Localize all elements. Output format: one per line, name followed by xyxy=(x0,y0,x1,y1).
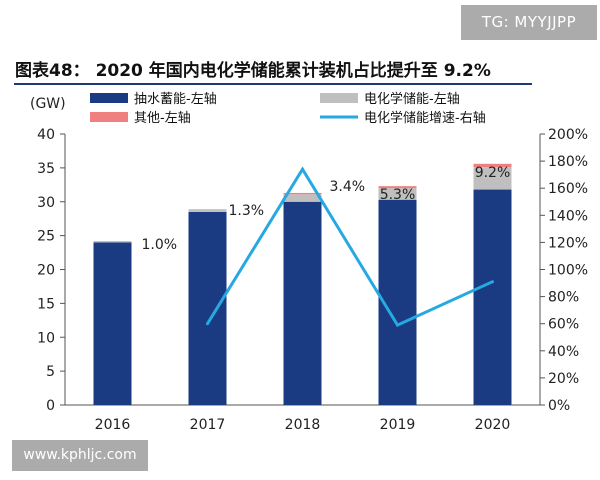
y-tick-label-right: 120% xyxy=(548,235,588,251)
y-tick-label-right: 140% xyxy=(548,208,588,224)
y-tick-label-left: 15 xyxy=(37,296,55,312)
bar-electrochem xyxy=(93,241,132,243)
growth-point xyxy=(206,322,209,326)
share-data-label: 3.4% xyxy=(330,179,366,195)
bar-pumped xyxy=(188,211,227,405)
y-tick-label-left: 20 xyxy=(37,263,55,279)
growth-point xyxy=(396,323,399,327)
watermark-top: TG: MYYJJPP xyxy=(461,5,597,40)
x-tick-label: 2016 xyxy=(95,417,131,433)
share-data-label: 1.3% xyxy=(229,203,265,219)
growth-point xyxy=(491,280,494,284)
y-tick-label-left: 30 xyxy=(37,195,55,211)
x-tick-label: 2017 xyxy=(190,417,226,433)
y-tick-label-right: 80% xyxy=(548,290,579,306)
legend-label-other: 其他-左轴 xyxy=(134,111,191,126)
bar-electrochem xyxy=(378,188,417,200)
y-tick-label-right: 160% xyxy=(548,181,588,197)
y-tick-label-left: 40 xyxy=(37,127,55,143)
y-tick-label-right: 20% xyxy=(548,371,579,387)
y-tick-label-right: 0% xyxy=(548,398,570,414)
bar-electrochem xyxy=(283,194,322,202)
y-tick-label-right: 40% xyxy=(548,344,579,360)
x-tick-label: 2018 xyxy=(285,417,321,433)
legend-label-pumped: 抽水蓄能-左轴 xyxy=(134,92,217,107)
chart-title: 图表48： 2020 年国内电化学储能累计装机占比提升至 9.2% xyxy=(15,61,491,81)
growth-line xyxy=(206,166,494,327)
legend-label-growth: 电化学储能增速-右轴 xyxy=(364,110,486,126)
growth-point xyxy=(301,167,304,171)
y-tick-label-right: 60% xyxy=(548,317,579,333)
y-tick-label-left: 5 xyxy=(46,364,55,380)
bar-other xyxy=(473,163,512,168)
share-data-label: 5.3% xyxy=(380,187,416,203)
bar-pumped xyxy=(473,189,512,405)
bar-other xyxy=(283,192,322,195)
y-tick-label-left: 35 xyxy=(37,161,55,177)
y-tick-label-right: 180% xyxy=(548,154,588,170)
y-tick-label-left: 10 xyxy=(37,330,55,346)
legend-label-electrochem: 电化学储能-左轴 xyxy=(364,91,460,107)
legend-swatch-pumped xyxy=(90,93,128,103)
y-tick-label-left: 25 xyxy=(37,229,55,245)
x-tick-label: 2019 xyxy=(380,417,416,433)
legend-swatch-other xyxy=(90,112,128,122)
bar-pumped xyxy=(93,242,132,405)
y-tick-label-right: 100% xyxy=(548,263,588,279)
share-data-label: 9.2% xyxy=(475,165,511,181)
legend-swatch-electrochem xyxy=(320,93,358,103)
y-tick-label-right: 200% xyxy=(548,127,588,143)
y-tick-label-left: 0 xyxy=(46,398,55,414)
bar-electrochem xyxy=(188,209,227,212)
bar-electrochem xyxy=(473,167,512,190)
title-rule xyxy=(14,83,532,85)
share-data-label: 1.0% xyxy=(142,237,178,253)
bar-pumped xyxy=(283,201,322,405)
bar-other xyxy=(378,186,417,189)
watermark-bottom: www.kphljc.com xyxy=(12,440,148,471)
y-axis-label-left: (GW) xyxy=(30,96,66,112)
x-tick-label: 2020 xyxy=(475,417,511,433)
